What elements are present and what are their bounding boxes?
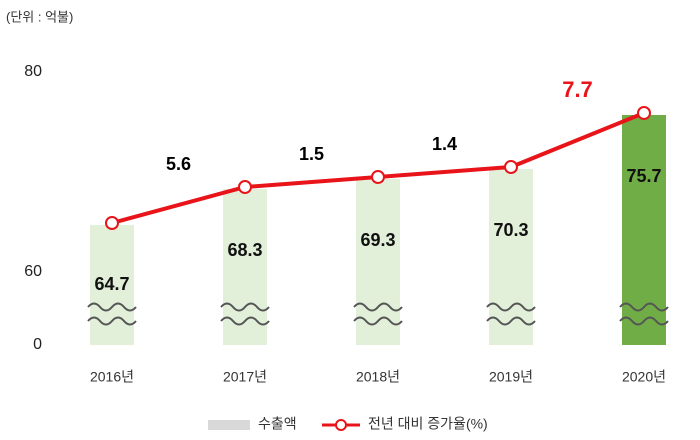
- x-tick-label: 2017년: [223, 369, 267, 385]
- bar-value-label: 75.7: [626, 166, 661, 186]
- line-marker: [637, 106, 651, 120]
- growth-label: 1.5: [299, 144, 324, 164]
- unit-label: (단위 : 억불): [6, 9, 73, 24]
- bar-value-label: 69.3: [360, 230, 395, 250]
- legend-label: 전년 대비 증가율(%): [368, 416, 488, 432]
- axis-break: [220, 316, 270, 326]
- line-marker: [105, 216, 119, 230]
- y-tick-label: 0: [33, 336, 42, 353]
- bar: [356, 179, 400, 345]
- line-marker: [504, 160, 518, 174]
- axis-break: [87, 316, 137, 326]
- x-tick-label: 2016년: [90, 369, 134, 385]
- x-tick-label: 2018년: [356, 369, 400, 385]
- bar-value-label: 68.3: [227, 240, 262, 260]
- growth-label: 5.6: [166, 154, 191, 174]
- line-marker: [371, 170, 385, 184]
- growth-label: 7.7: [562, 77, 593, 102]
- growth-label: 1.4: [432, 134, 457, 154]
- axis-break: [619, 316, 669, 326]
- y-tick-label: 60: [24, 263, 42, 280]
- axis-break: [353, 316, 403, 326]
- axis-break: [87, 302, 137, 312]
- bar: [90, 225, 134, 345]
- x-tick-label: 2020년: [622, 369, 666, 385]
- legend-swatch: [208, 420, 250, 430]
- bar: [489, 169, 533, 345]
- axis-break: [220, 302, 270, 312]
- legend-marker: [335, 419, 347, 431]
- axis-break: [619, 302, 669, 312]
- axis-break: [486, 302, 536, 312]
- axis-break: [353, 302, 403, 312]
- bar-value-label: 70.3: [493, 220, 528, 240]
- legend-label: 수출액: [258, 416, 297, 432]
- axis-break: [486, 316, 536, 326]
- x-tick-label: 2019년: [489, 369, 533, 385]
- y-tick-label: 80: [24, 63, 42, 80]
- bar-value-label: 64.7: [94, 274, 129, 294]
- line-marker: [238, 180, 252, 194]
